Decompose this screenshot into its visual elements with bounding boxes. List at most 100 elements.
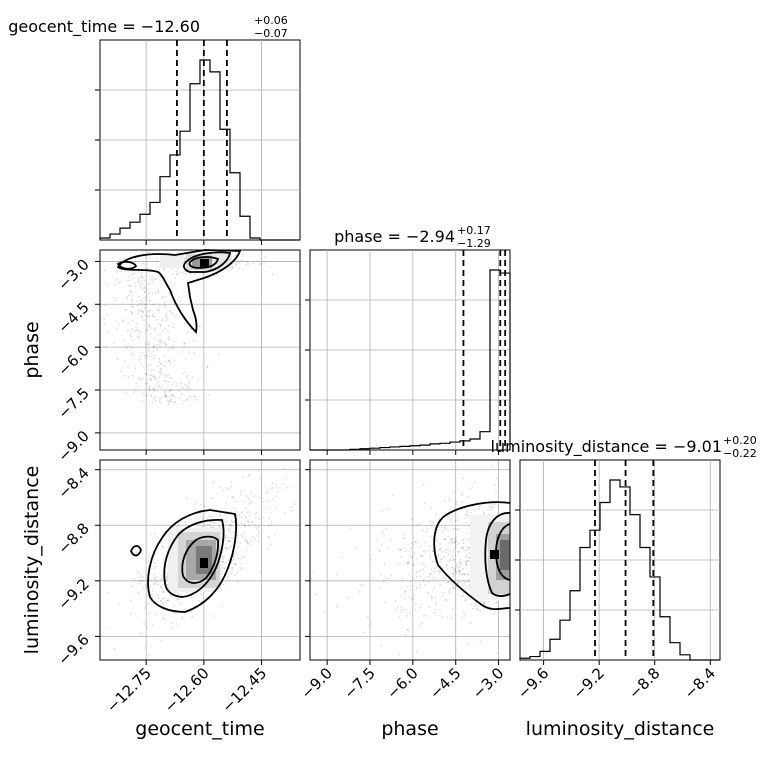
sample-point [409,554,411,557]
sample-point [453,568,456,571]
sample-point [397,606,400,609]
sample-point [452,528,455,531]
sample-point [137,277,140,280]
sample-point [425,530,428,533]
sample-point [428,575,431,578]
sample-point [160,586,163,589]
sample-point [170,398,172,400]
sample-point [244,507,247,509]
sample-point [493,483,496,486]
sample-point [381,510,384,513]
sample-point [227,488,230,491]
contour-outer [147,509,238,613]
sample-point [233,558,236,561]
sample-point [131,339,134,342]
sample-point [158,303,161,306]
sample-point [140,580,142,582]
sample-point [172,348,175,350]
sample-point [422,529,424,532]
sample-point [245,516,248,519]
sample-point [193,339,195,342]
sample-point [247,541,250,544]
sample-point [169,361,171,363]
sample-point [116,358,119,361]
sample-point [436,538,439,540]
sample-point [167,403,170,406]
sample-point [152,315,155,317]
sample-point [450,541,453,544]
sample-point [189,328,192,330]
sample-point [399,548,402,551]
sample-point [407,629,410,631]
sample-point [138,331,141,334]
sample-point [159,333,162,335]
sample-point [398,548,401,550]
sample-point [167,599,169,602]
sample-point [416,586,419,588]
contours-phase-luminosity-distance [433,501,511,611]
sample-point [250,493,252,496]
sample-point [459,560,462,563]
sample-point [435,578,437,580]
sample-point [257,496,260,498]
sample-point [107,331,110,333]
sample-point [447,553,450,556]
sample-point [158,385,161,387]
sample-point [146,382,149,385]
sample-point [286,486,289,489]
sample-point [143,394,145,396]
sample-point [150,393,153,396]
sample-point [457,570,460,572]
sample-point [444,500,446,503]
sample-point [230,526,233,529]
sample-point [138,295,140,298]
sample-point [407,573,410,575]
sample-point [145,296,148,298]
sample-point [140,280,142,283]
sample-point [387,577,390,580]
sample-point [129,612,132,615]
sample-point [213,521,216,524]
sample-point [335,573,338,575]
sample-point [123,339,126,342]
sample-point [169,389,172,391]
sample-point [113,342,115,344]
sample-point [248,510,251,513]
sample-point [465,560,467,563]
sample-point [153,532,156,535]
sample-point [271,273,274,276]
sample-point [125,308,128,311]
sample-point [149,378,152,381]
sample-point [159,324,162,327]
sample-point [135,382,138,385]
sample-point [189,596,192,598]
sample-point [152,346,155,349]
sample-point [141,316,144,319]
sample-point [183,342,186,345]
sample-point [116,270,119,273]
sample-point [267,524,270,527]
sample-point [384,601,386,604]
sample-point [149,586,152,588]
sample-point [153,573,156,576]
sample-point [208,394,211,396]
sample-point [161,330,164,333]
sample-point [282,483,285,485]
sample-point [220,516,223,518]
sample-point [416,588,418,590]
sample-point [153,577,156,580]
hist-panel-geocent-time: geocent_time = −12.60 +0.06 −0.07 [8,14,301,241]
sample-point [125,296,128,298]
sample-point [410,596,413,598]
sample-point [245,540,248,542]
sample-point [452,550,454,553]
sample-point [119,280,121,283]
sample-point [245,538,248,541]
sample-point [478,505,481,508]
sample-point [243,523,246,526]
sample-point [169,363,172,366]
sample-point [153,327,156,330]
sample-point [175,270,178,273]
x-tick-label: −8.8 [625,664,663,702]
sample-point [433,587,435,589]
